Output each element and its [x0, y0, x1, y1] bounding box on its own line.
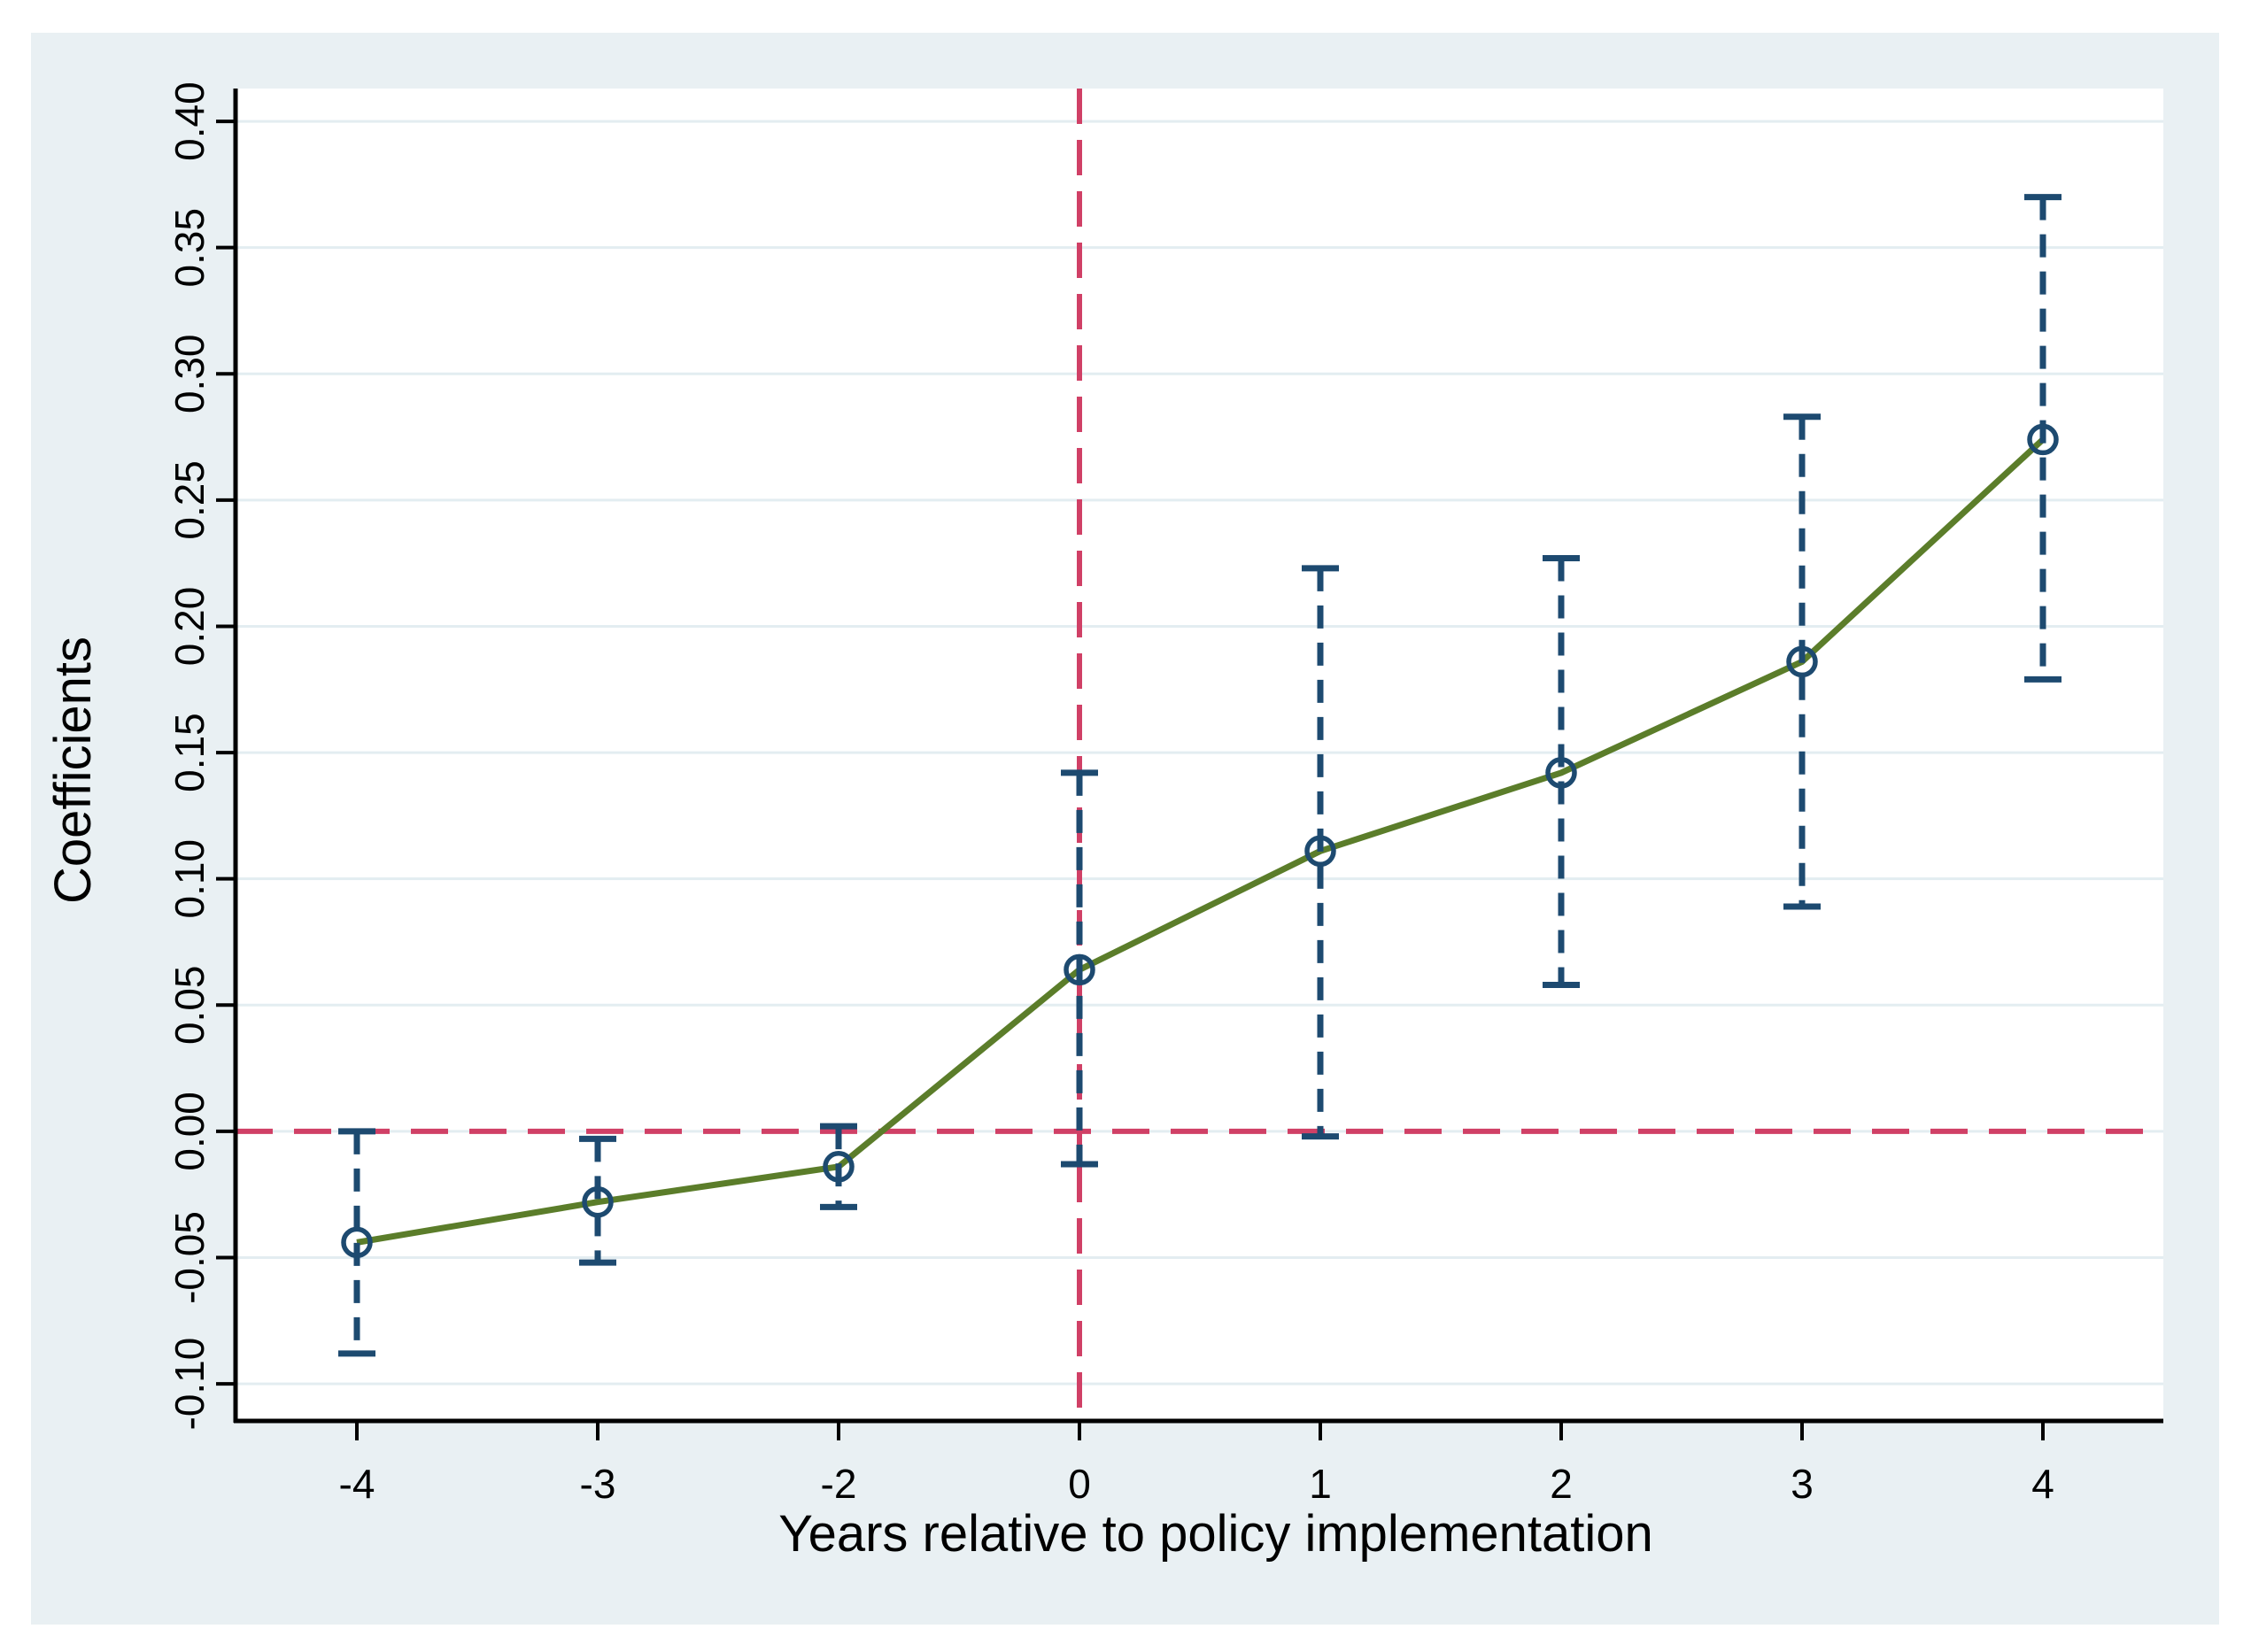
data-point-marker [823, 1151, 855, 1183]
y-tick-label: 0.00 [166, 1092, 213, 1171]
data-point-marker [1304, 835, 1336, 868]
x-tick-label: 3 [1791, 1461, 1814, 1507]
y-tick-label: 0.05 [166, 966, 213, 1046]
x-tick-label: 0 [1068, 1461, 1091, 1507]
x-axis-title: Years relative to policy implementation [778, 1505, 1653, 1563]
y-tick-label: 0.25 [166, 460, 213, 540]
y-tick-label: 0.15 [166, 713, 213, 792]
data-point-marker [1786, 645, 1818, 678]
data-point-marker [1064, 953, 1095, 986]
data-point-marker [1545, 757, 1577, 789]
x-tick-label: -3 [580, 1461, 616, 1507]
y-tick-label: 0.30 [166, 335, 213, 414]
x-tick-label: -4 [339, 1461, 375, 1507]
data-point-marker [2027, 423, 2059, 456]
y-tick-label: 0.35 [166, 208, 213, 288]
data-point-marker [582, 1185, 614, 1218]
trend-line [356, 436, 2046, 1246]
x-tick-label: 2 [1550, 1461, 1573, 1507]
y-tick-label: 0.40 [166, 81, 213, 161]
y-tick-label: -0.10 [166, 1338, 213, 1431]
plot-area [236, 89, 2163, 1421]
y-axis-title: Coefficients [44, 637, 102, 904]
y-tick-label: 0.20 [166, 587, 213, 667]
data-point-marker [341, 1226, 373, 1259]
x-tick-label: 4 [2031, 1461, 2054, 1507]
y-tick-label: 0.10 [166, 839, 213, 919]
y-tick-label: -0.05 [166, 1211, 213, 1304]
x-tick-label: 1 [1309, 1461, 1332, 1507]
x-tick-label: -2 [821, 1461, 857, 1507]
